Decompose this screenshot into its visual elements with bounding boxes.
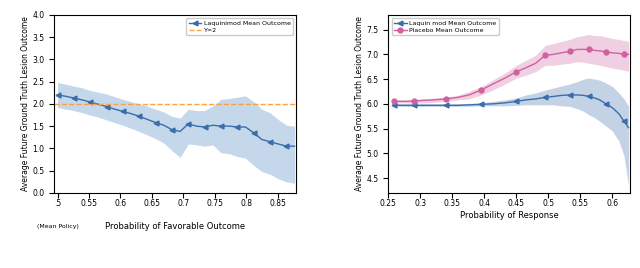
Placebo Mean Outcome [501, 76, 509, 80]
Laquinimod Mean Outcome [184, 122, 192, 125]
Laquinimod Mean Outcome [103, 105, 111, 108]
Placebo Mean Outcome [580, 48, 588, 51]
Line: Laquin mod Mean Outcome: Laquin mod Mean Outcome [391, 92, 631, 130]
Laquin mod Mean Outcome [596, 98, 604, 102]
Laquin mod Mean Outcome [573, 93, 581, 96]
Laquin mod Mean Outcome [602, 102, 610, 106]
Laquinimod Mean Outcome [258, 138, 266, 141]
Laquinimod Mean Outcome [234, 125, 241, 129]
Laquin mod Mean Outcome [410, 104, 418, 107]
Placebo Mean Outcome [625, 53, 632, 56]
Laquinimod Mean Outcome [168, 128, 176, 131]
Laquin mod Mean Outcome [477, 103, 485, 106]
Placebo Mean Outcome [591, 49, 598, 52]
Laquinimod Mean Outcome [291, 144, 298, 148]
Legend: Laquin mod Mean Outcome, Placebo Mean Outcome: Laquin mod Mean Outcome, Placebo Mean Ou… [392, 18, 499, 35]
Placebo Mean Outcome [620, 53, 628, 56]
Laquin mod Mean Outcome [403, 104, 410, 107]
Laquinimod Mean Outcome [217, 125, 225, 128]
Laquin mod Mean Outcome [585, 95, 593, 98]
Laquinimod Mean Outcome [266, 140, 274, 143]
Placebo Mean Outcome [557, 51, 565, 54]
Laquinimod Mean Outcome [209, 124, 217, 127]
Placebo Mean Outcome [566, 50, 573, 53]
X-axis label: Probability of Response: Probability of Response [460, 211, 559, 220]
Placebo Mean Outcome [489, 83, 497, 86]
Laquin mod Mean Outcome [420, 104, 428, 107]
Laquinimod Mean Outcome [242, 125, 250, 129]
Laquinimod Mean Outcome [136, 115, 143, 118]
Laquinimod Mean Outcome [95, 103, 102, 106]
X-axis label: Probability of Favorable Outcome: Probability of Favorable Outcome [106, 222, 246, 231]
Placebo Mean Outcome [396, 100, 404, 103]
Laquinimod Mean Outcome [201, 125, 209, 129]
Laquin mod Mean Outcome [513, 100, 520, 103]
Placebo Mean Outcome [609, 51, 616, 54]
Placebo Mean Outcome [465, 93, 473, 96]
Placebo Mean Outcome [602, 50, 610, 54]
Placebo Mean Outcome [541, 54, 549, 57]
Laquinimod Mean Outcome [62, 95, 70, 98]
Placebo Mean Outcome [420, 99, 428, 102]
Laquin mod Mean Outcome [550, 95, 557, 98]
Placebo Mean Outcome [585, 48, 593, 51]
Line: Laquinimod Mean Outcome: Laquinimod Mean Outcome [55, 92, 297, 149]
Laquin mod Mean Outcome [620, 120, 628, 123]
Laquinimod Mean Outcome [111, 107, 118, 111]
Laquinimod Mean Outcome [86, 100, 94, 104]
Y-axis label: Average Future Ground Truth Lesion Outcome: Average Future Ground Truth Lesion Outco… [20, 16, 30, 191]
Legend: Laquinimod Mean Outcome, Y=2: Laquinimod Mean Outcome, Y=2 [186, 18, 293, 35]
Placebo Mean Outcome [532, 62, 540, 65]
Laquinimod Mean Outcome [282, 144, 290, 148]
Placebo Mean Outcome [454, 96, 461, 99]
Laquinimod Mean Outcome [275, 142, 282, 146]
Placebo Mean Outcome [403, 100, 410, 103]
Placebo Mean Outcome [596, 49, 604, 53]
Laquin mod Mean Outcome [522, 98, 530, 102]
Laquin mod Mean Outcome [390, 103, 397, 106]
Laquin mod Mean Outcome [580, 94, 588, 97]
Laquinimod Mean Outcome [152, 121, 159, 124]
Laquin mod Mean Outcome [431, 104, 438, 107]
Laquin mod Mean Outcome [625, 126, 632, 129]
Laquin mod Mean Outcome [454, 104, 461, 107]
Placebo Mean Outcome [410, 99, 418, 102]
Laquin mod Mean Outcome [591, 96, 598, 99]
Laquin mod Mean Outcome [532, 97, 540, 100]
Placebo Mean Outcome [431, 98, 438, 102]
Placebo Mean Outcome [513, 70, 520, 73]
Laquinimod Mean Outcome [70, 96, 77, 100]
Placebo Mean Outcome [390, 100, 397, 103]
Laquin mod Mean Outcome [566, 93, 573, 96]
Laquinimod Mean Outcome [143, 118, 151, 121]
Placebo Mean Outcome [615, 52, 623, 55]
Laquin mod Mean Outcome [396, 104, 404, 107]
Laquin mod Mean Outcome [465, 103, 473, 106]
Laquinimod Mean Outcome [225, 125, 233, 128]
Placebo Mean Outcome [573, 48, 581, 51]
Laquin mod Mean Outcome [442, 104, 450, 107]
Y-axis label: Average Future Ground Truth Lesion Outcome: Average Future Ground Truth Lesion Outco… [355, 16, 364, 191]
Text: (Mean Policy): (Mean Policy) [36, 224, 79, 229]
Laquin mod Mean Outcome [557, 94, 565, 97]
Placebo Mean Outcome [477, 88, 485, 92]
Placebo Mean Outcome [442, 97, 450, 100]
Laquin mod Mean Outcome [615, 112, 623, 115]
Laquinimod Mean Outcome [54, 93, 61, 96]
Laquinimod Mean Outcome [160, 124, 168, 127]
Laquin mod Mean Outcome [609, 106, 616, 109]
Laquin mod Mean Outcome [501, 101, 509, 105]
Line: Placebo Mean Outcome: Placebo Mean Outcome [391, 47, 631, 104]
Laquinimod Mean Outcome [78, 98, 86, 102]
Laquinimod Mean Outcome [127, 112, 135, 115]
Laquinimod Mean Outcome [250, 131, 257, 135]
Laquinimod Mean Outcome [176, 130, 184, 133]
Laquin mod Mean Outcome [541, 96, 549, 99]
Placebo Mean Outcome [522, 66, 530, 69]
Laquinimod Mean Outcome [119, 110, 127, 113]
Laquin mod Mean Outcome [489, 102, 497, 106]
Placebo Mean Outcome [550, 53, 557, 56]
Laquinimod Mean Outcome [193, 125, 200, 128]
